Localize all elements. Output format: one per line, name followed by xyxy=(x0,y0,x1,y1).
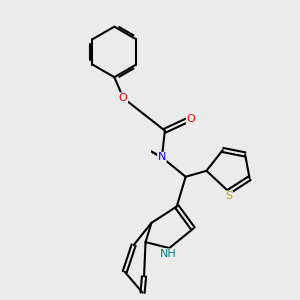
Text: methyl: methyl xyxy=(127,139,146,144)
Text: N: N xyxy=(158,152,166,162)
Text: methyl: methyl xyxy=(125,140,144,145)
Text: NH: NH xyxy=(160,249,176,259)
Text: O: O xyxy=(119,93,128,103)
Text: O: O xyxy=(186,114,195,124)
Text: S: S xyxy=(225,191,232,201)
